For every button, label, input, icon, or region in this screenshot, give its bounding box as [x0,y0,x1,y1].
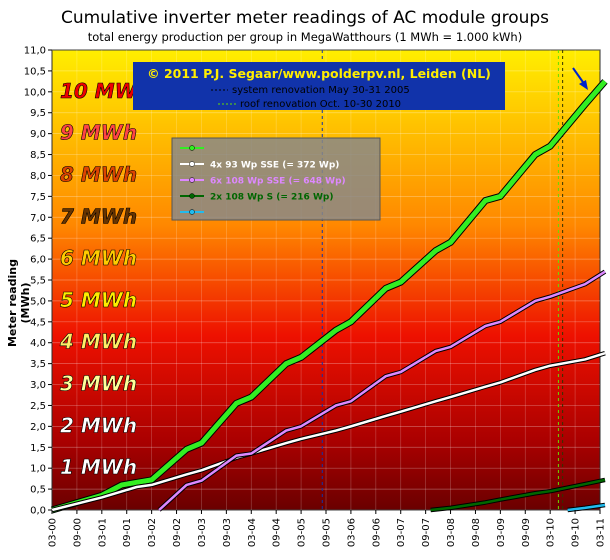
copyright-text: © 2011 P.J. Segaar/www.polderpv.nl, Leid… [147,66,491,81]
legend-marker [189,145,195,151]
y-tick-label: 2,5 [30,401,46,412]
y-tick-label: 5,5 [30,276,46,287]
y-tick-label: 7,5 [30,192,46,203]
x-tick-label: 03-07 [396,518,407,547]
mwh-labels: 1 MWh 2 MWh 3 MWh 4 MWh 5 MWh 6 MWh 7 MWh 8 MWh… [59,79,152,480]
x-tick-label: 03-11 [596,518,607,547]
x-tick-label: 03-05 [297,518,308,547]
mwh-label: 2 MWh [60,413,137,437]
legend-label: 2x 108 Wp S (= 216 Wp) [210,193,333,203]
legend-marker [189,193,195,199]
mwh-label: 1 MWh [60,455,137,479]
y-tick-label: 4,5 [30,317,46,328]
y-tick-label: 3,5 [30,359,46,370]
legend-marker [189,177,195,183]
x-tick-label: 03-04 [247,518,258,547]
y-ticks: 0,0 0,5 1,0 1,5 2,0 2,5 3,0 3,5 4,0 4,5 5,0 5,5 6,0 6… [24,46,52,517]
y-tick-label: 3,0 [30,380,46,391]
series-line [51,351,606,512]
x-tick-label: 09-01 [122,518,133,547]
legend-marker [189,209,195,215]
series-lines [51,79,608,514]
grid-lines [51,49,601,511]
y-tick-label: 5,0 [30,296,46,307]
legend-marker [189,161,195,167]
mwh-label: 9 MWh [60,121,137,145]
x-tick-label: 09-07 [421,518,432,547]
x-tick-label: 03-09 [496,518,507,547]
x-tick-label: 03-02 [147,518,158,547]
x-tick-label: 09-00 [72,518,83,547]
y-tick-label: 6,0 [30,255,46,266]
vline2-label: roof renovation Oct. 10-30 2010 [240,99,401,110]
x-tick-label: 03-10 [546,518,557,547]
x-tick-label: 09-04 [272,518,283,547]
mwh-label: 7 MWh [60,204,137,228]
y-tick-label: 7,0 [30,213,46,224]
y-tick-label: 10,0 [24,87,46,98]
y-tick-label: 1,5 [30,443,46,454]
x-ticks: 03-00 09-00 03-01 09-01 03-02 09-02 03-03 09-03… [48,510,607,547]
legend-label: 6x 108 Wp SSE (= 648 Wp) [210,177,346,187]
y-tick-label: 4,0 [30,338,46,349]
x-tick-label: 03-06 [346,518,357,547]
x-tick-label: 09-08 [471,518,482,547]
arrow-head-icon [579,80,588,90]
chart-subtitle: total energy production per group in Meg… [87,30,523,44]
x-tick-label: 09-03 [222,518,233,547]
y-tick-label: 8,0 [30,171,46,182]
series-line [567,503,606,512]
x-tick-label: 03-01 [97,518,108,547]
y-tick-label: 8,5 [30,150,46,161]
y-tick-label: 0,0 [30,506,46,517]
y-tick-label: 11,0 [24,46,46,57]
y-tick-label: 6,5 [30,234,46,245]
mwh-label: 4 MWh [59,330,137,354]
series-line [430,478,606,512]
y-tick-label: 1,0 [30,464,46,475]
x-tick-label: 03-00 [48,518,59,547]
series-line [51,79,607,513]
legend: 4x 93 Wp SSE (= 372 Wp) 6x 108 Wp SSE (= … [180,145,346,215]
vline1-label: system renovation May 30-31 2005 [232,85,410,96]
legend-label: 4x 93 Wp SSE (= 372 Wp) [210,161,339,171]
x-tick-label: 09-06 [371,518,382,547]
chart-title: Cumulative inverter meter readings of AC… [60,8,550,28]
x-tick-label: 03-03 [197,518,208,547]
x-tick-label: 09-10 [571,518,582,547]
y-tick-label: 2,0 [30,422,46,433]
x-tick-label: 09-02 [172,518,183,547]
y-tick-label: 9,0 [30,129,46,140]
mwh-label: 3 MWh [60,372,137,396]
mwh-label: 5 MWh [60,288,137,312]
x-tick-label: 09-09 [521,518,532,547]
y-tick-label: 10,5 [24,66,46,77]
mwh-label: 8 MWh [60,162,137,186]
mwh-label: 6 MWh [60,246,137,270]
legend-box [171,137,381,221]
x-tick-label: 03-08 [446,518,457,547]
x-tick-label: 09-05 [322,518,333,547]
y-tick-label: 9,5 [30,108,46,119]
renovation-lines [321,50,564,510]
y-tick-label: 0,5 [30,485,46,496]
series-line [158,270,606,511]
copyright-box [133,62,505,110]
